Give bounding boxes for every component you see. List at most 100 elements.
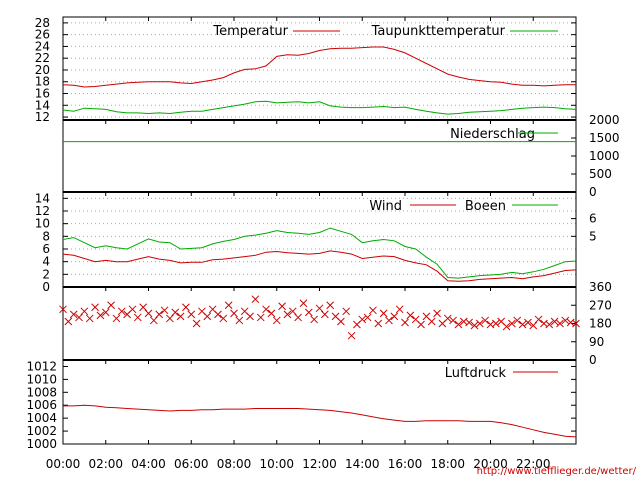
temperature-tick-label: 22	[35, 51, 50, 65]
wind-direction-point	[304, 308, 313, 317]
wind-direction-point	[390, 312, 399, 321]
wind-direction-point	[192, 319, 201, 328]
legend-label-wind: Wind	[369, 199, 402, 214]
wind-direction-point	[294, 313, 302, 322]
wind-tick-label: 6	[42, 242, 50, 256]
x-tick-label: 02:00	[88, 457, 123, 471]
wind-direction-point	[133, 313, 142, 322]
wind-direction-point	[417, 320, 425, 329]
wind-direction-point	[561, 316, 570, 325]
wind-direction-point	[481, 316, 490, 325]
wind-direction-point	[443, 314, 452, 323]
wind-direction-point	[406, 311, 415, 320]
wind-direction-point	[342, 307, 351, 316]
wind-direction-point	[491, 319, 500, 328]
wind-tick-label: 10	[35, 217, 50, 231]
wind-direction-point	[465, 318, 473, 327]
x-tick-label: 16:00	[388, 457, 423, 471]
wind-direction-point	[262, 305, 270, 314]
wind-tick-label: 8	[42, 229, 50, 243]
wind-series-line	[62, 250, 577, 282]
pressure-tick-label: 1000	[26, 437, 57, 451]
wind-direction-point	[358, 315, 367, 324]
wind-direction-point	[449, 316, 457, 325]
wind-direction-point	[550, 317, 559, 326]
wind-direction-point	[246, 312, 254, 321]
wind-direction-point	[363, 313, 372, 322]
temperature-tick-label: 12	[35, 110, 50, 124]
x-tick-label: 06:00	[174, 457, 209, 471]
wind-direction-point	[128, 305, 137, 314]
wind-direction-point	[272, 316, 281, 325]
wind-right-tick-label: 5	[589, 229, 597, 243]
credit-link[interactable]: http://www.tiefflieger.de/wetter/	[477, 466, 637, 477]
wind-direction-point	[256, 313, 265, 322]
wind-direction-point	[454, 320, 463, 329]
wind-direction-point	[337, 317, 345, 326]
wind-direction-point	[278, 302, 286, 311]
wind-direction-point	[251, 295, 260, 304]
wind-direction-point	[556, 319, 564, 328]
pressure-series-line	[63, 404, 577, 438]
wind-direction-point	[288, 307, 297, 316]
wind-direction-point	[203, 312, 212, 321]
temperature-tick-label: 24	[35, 39, 50, 53]
wind-tick-label: 2	[42, 267, 50, 281]
wind-direction-point	[85, 314, 94, 323]
wind-direction-point	[529, 321, 538, 330]
pressure-tick-label: 1008	[26, 385, 57, 399]
wind-direction-point	[214, 310, 222, 319]
wind-tick-label: 0	[42, 280, 50, 294]
wind-direction-point	[502, 322, 511, 331]
wind-right-tick-label: 6	[589, 212, 597, 226]
wind-direction-right-tick-label: 180	[589, 317, 612, 331]
wind-direction-point	[427, 317, 436, 326]
x-tick-label: 10:00	[259, 457, 294, 471]
wind-direction-right-tick-label: 90	[589, 335, 604, 349]
wind-direction-point	[267, 309, 276, 318]
wind-direction-point	[518, 320, 527, 329]
wind-direction-point	[187, 310, 196, 319]
wind-direction-panel: 0 90 180 270 360	[59, 280, 612, 367]
x-tick-label: 14:00	[345, 457, 380, 471]
wind-direction-point	[315, 304, 324, 313]
wind-direction-point	[112, 314, 121, 323]
wind-direction-point	[347, 331, 356, 340]
wind-direction-point	[283, 310, 292, 319]
wind-direction-point	[224, 301, 233, 310]
temperature-tick-label: 14	[35, 98, 50, 112]
wind-direction-point	[59, 305, 67, 314]
wind-direction-point	[107, 301, 115, 310]
wind-direction-point	[326, 301, 335, 310]
precipitation-right-tick-label: 1000	[589, 149, 620, 163]
wind-direction-point	[310, 315, 319, 324]
wind-direction-point	[91, 303, 99, 312]
wind-direction-right-tick-label: 270	[589, 298, 612, 312]
wind-direction-point	[235, 316, 244, 325]
legend-label-boeen: Boeen	[465, 199, 506, 214]
wind-direction-right-tick-label: 360	[589, 280, 612, 294]
legend-label-temperatur: Temperatur	[212, 24, 288, 39]
legend-label-luftdruck: Luftdruck	[445, 366, 507, 381]
precipitation-right-tick-label: 2000	[589, 113, 620, 127]
pressure-tick-label: 1006	[26, 398, 57, 412]
temperature-tick-label: 16	[35, 87, 50, 101]
wind-direction-point	[513, 316, 522, 325]
wind-direction-point	[545, 320, 554, 329]
wind-direction-point	[69, 310, 78, 319]
legend-label-taupunkttemperatur: Taupunkttemperatur	[371, 24, 506, 39]
wind-direction-point	[369, 306, 377, 315]
wind-tick-label: 4	[42, 255, 50, 269]
wind-direction-point	[401, 318, 409, 327]
precipitation-right-tick-label: 1500	[589, 131, 620, 145]
pressure-tick-label: 1002	[26, 424, 57, 438]
wind-direction-point	[75, 313, 83, 322]
x-tick-label: 08:00	[217, 457, 252, 471]
wind-direction-point	[117, 307, 126, 316]
x-axis: 00:00 02:00 04:00 06:00 08:00 10:00 12:00 14:00…	[46, 17, 576, 471]
wind-direction-point	[144, 309, 153, 318]
x-tick-label: 12:00	[302, 457, 337, 471]
